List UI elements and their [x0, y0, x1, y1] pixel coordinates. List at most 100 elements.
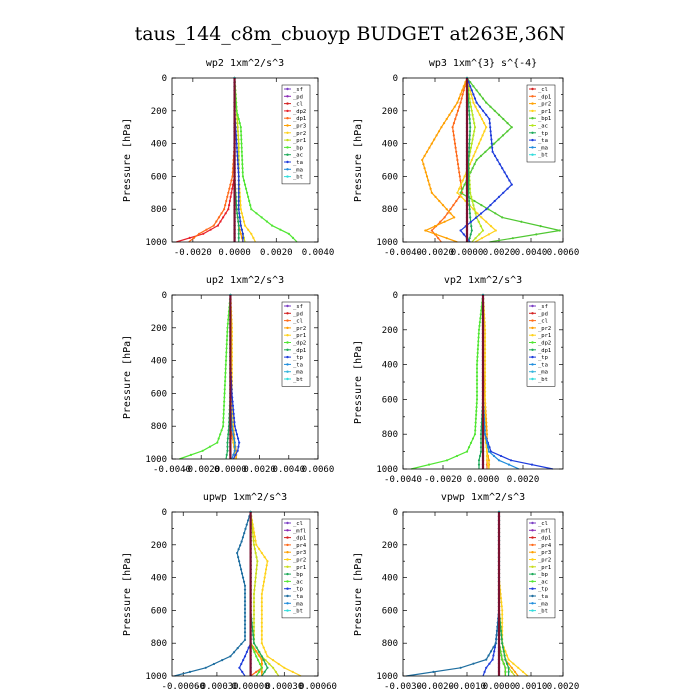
data-point [198, 232, 201, 235]
data-point [501, 613, 504, 616]
data-point [239, 544, 242, 547]
data-point [235, 204, 238, 207]
data-point [492, 454, 496, 458]
data-point [252, 236, 255, 239]
y-tick-label: 800 [151, 205, 167, 215]
y-axis-label: Pressure [hPa] [122, 552, 133, 636]
data-point [468, 117, 471, 121]
data-point [483, 367, 487, 370]
legend-entry: _ac [538, 579, 548, 585]
x-tick-label: 0.0020 [507, 475, 540, 485]
y-tick-label: 0 [393, 508, 398, 518]
legend-marker [286, 160, 289, 164]
legend-marker [286, 168, 289, 171]
y-tick-label: 0 [162, 291, 167, 301]
data-point [233, 425, 236, 428]
data-point [445, 237, 448, 240]
data-point [453, 105, 456, 108]
data-point [483, 382, 487, 386]
legend-marker [531, 138, 534, 142]
data-point [244, 527, 247, 530]
legend-marker [286, 87, 289, 91]
legend-marker [286, 355, 289, 359]
legend-entry: _pr2 [293, 558, 306, 564]
data-point [260, 597, 263, 600]
data-point [487, 208, 490, 211]
data-point [493, 646, 497, 649]
data-point [499, 454, 503, 458]
data-point [506, 122, 509, 125]
data-point [473, 130, 476, 133]
data-point [252, 597, 256, 600]
data-point [240, 154, 244, 157]
data-point [483, 390, 487, 393]
legend-marker [531, 348, 534, 351]
data-point [473, 208, 476, 211]
data-point [475, 398, 479, 401]
data-point [242, 179, 246, 182]
data-point [255, 650, 258, 653]
data-point [468, 130, 472, 133]
y-tick-label: 200 [151, 324, 167, 334]
data-point [254, 576, 257, 579]
data-point [454, 146, 457, 149]
data-point [243, 592, 247, 595]
data-point [257, 654, 261, 657]
x-tick-label: 0.0000 [467, 475, 500, 485]
data-point [476, 212, 479, 215]
data-point [243, 584, 247, 587]
data-point [511, 237, 514, 240]
data-point [478, 454, 482, 458]
data-point [504, 666, 507, 669]
data-point [237, 138, 240, 141]
data-point [236, 117, 239, 121]
data-point [240, 572, 244, 575]
data-point [462, 85, 465, 88]
x-tick-label: 0.0000 [214, 465, 247, 475]
panel-3: up2 1xm^2/s^3 Pressure [hPa] 0 200 400 600 800… [122, 275, 334, 475]
data-point [495, 633, 498, 637]
data-point [489, 204, 492, 207]
data-point [253, 588, 256, 592]
data-point [260, 613, 263, 616]
data-point [488, 146, 491, 149]
data-point [467, 150, 471, 153]
data-point [227, 429, 230, 432]
data-point [476, 359, 479, 362]
y-tick-label: 800 [382, 430, 398, 440]
legend-entry: _dp1 [538, 94, 551, 100]
data-point [483, 324, 486, 328]
data-point [497, 113, 501, 116]
data-point [494, 229, 497, 232]
data-point [263, 670, 266, 674]
data-point [438, 199, 441, 203]
legend-entry: _ta [538, 362, 548, 368]
data-point [240, 146, 243, 149]
data-point [502, 650, 505, 653]
y-tick-label: 1000 [145, 455, 167, 465]
data-point [489, 225, 493, 228]
data-point [470, 109, 473, 112]
data-point [494, 642, 497, 645]
data-point [480, 237, 484, 240]
legend-entry: _mfl [293, 528, 306, 534]
data-point [452, 204, 455, 207]
data-point [260, 621, 263, 624]
data-point [494, 212, 497, 215]
series-ta [406, 510, 501, 677]
data-point [483, 429, 486, 432]
data-point [485, 220, 488, 223]
legend-entry: _ma [293, 601, 303, 607]
legend: _sf_pd _cl_dp2_dp1 _pr3_pr2_pr1_bp _ac_ta_m… [281, 84, 311, 185]
data-point [535, 233, 538, 236]
data-point [479, 313, 482, 316]
data-point [202, 232, 205, 235]
legend-marker [286, 587, 289, 590]
y-tick-label: 400 [382, 574, 398, 584]
figure-title: taus_144_c8m_cbuoyp BUDGET at263E,36N [135, 23, 566, 45]
data-point [452, 130, 455, 133]
data-point [479, 441, 483, 444]
legend-marker [286, 572, 289, 576]
data-point [476, 146, 479, 149]
legend-entry: _cl [293, 521, 303, 527]
